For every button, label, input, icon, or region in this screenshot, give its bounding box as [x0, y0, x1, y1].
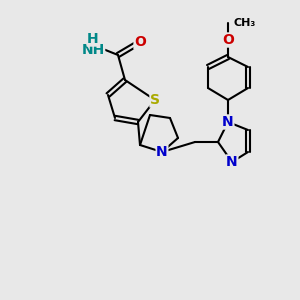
Text: N: N — [222, 115, 234, 129]
Text: CH₃: CH₃ — [233, 18, 255, 28]
Text: N: N — [156, 145, 168, 159]
Text: O: O — [134, 35, 146, 49]
Text: H: H — [87, 32, 99, 46]
Text: N: N — [226, 155, 238, 169]
Text: NH: NH — [81, 43, 105, 57]
Text: O: O — [222, 33, 234, 47]
Text: S: S — [150, 93, 160, 107]
